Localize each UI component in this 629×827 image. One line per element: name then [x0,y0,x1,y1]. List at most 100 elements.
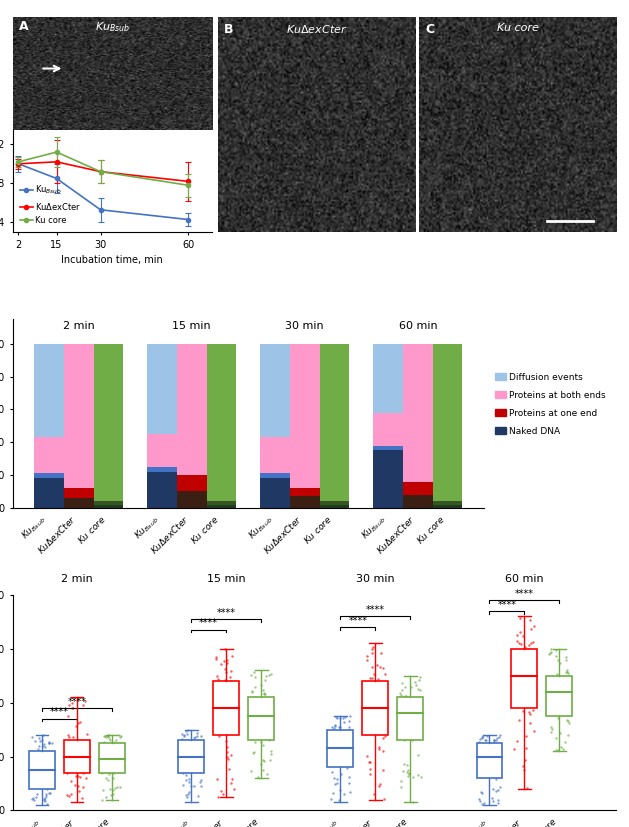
Point [515,681,525,695]
Point [104,748,114,761]
Point [180,760,190,773]
Point [75,770,86,783]
Point [262,692,272,705]
Point [259,686,269,700]
Point [116,740,126,753]
Point [474,769,484,782]
Point [516,657,526,670]
Point [564,729,574,742]
Bar [34,478,64,508]
Point [381,683,391,696]
Bar [34,473,64,478]
Point [116,738,126,751]
Point [398,764,408,777]
Point [409,706,420,719]
Point [563,685,573,698]
Point [551,643,561,657]
Point [220,662,230,676]
Point [250,726,260,739]
Point [109,743,120,756]
Point [406,680,416,693]
Point [376,646,386,659]
Point [176,743,186,757]
Point [182,727,192,740]
Point [42,763,52,777]
Point [328,786,338,799]
Point [226,777,237,790]
Text: 30 min: 30 min [356,574,394,584]
Point [367,672,377,685]
Point [344,732,354,745]
Point [526,681,537,695]
Point [488,766,498,779]
Point [411,678,421,691]
Point [526,657,537,670]
Point [551,650,561,663]
Point [515,637,525,650]
Bar [433,495,462,501]
Point [477,797,487,810]
Point [337,738,347,751]
Bar [320,344,349,495]
Point [398,730,408,743]
Point [264,705,274,719]
Point [396,692,406,705]
Bar [206,344,237,495]
Point [563,677,573,691]
Point [395,686,405,700]
Point [396,724,406,737]
Point [364,688,374,701]
Bar [373,413,403,446]
Point [379,792,389,805]
Point [512,629,522,642]
Point [360,715,370,729]
Point [491,770,501,783]
Point [247,685,257,698]
Point [216,657,226,671]
Point [104,763,114,777]
Point [521,782,532,795]
Point [370,681,381,695]
Point [521,741,532,754]
Point [380,729,390,743]
Point [42,797,52,810]
Point [108,772,118,785]
Point [329,721,339,734]
Point [75,736,85,749]
Point [401,720,411,734]
Point [112,758,122,771]
Text: 60 min: 60 min [505,574,543,584]
Text: ****: **** [67,696,87,706]
Point [104,729,114,742]
Point [374,740,384,753]
Bar [64,498,94,508]
Point [41,771,51,784]
Point [494,731,504,744]
Point [491,773,501,786]
Point [344,715,354,728]
Point [410,706,420,719]
Point [379,744,389,758]
Point [79,781,89,794]
Point [511,634,521,648]
Point [484,745,494,758]
Point [81,763,91,777]
Point [343,740,353,753]
Point [333,751,343,764]
Point [246,764,256,777]
Point [524,705,534,719]
Point [187,736,197,749]
Point [116,740,126,753]
Point [256,678,266,691]
Point [408,795,418,808]
Point [253,727,264,740]
Text: A: A [19,20,28,33]
Point [331,731,341,744]
Bar [433,344,462,495]
Point [528,635,538,648]
Point [220,643,230,656]
Point [247,669,257,682]
Point [368,640,378,653]
Point [220,673,230,686]
Point [224,717,234,730]
